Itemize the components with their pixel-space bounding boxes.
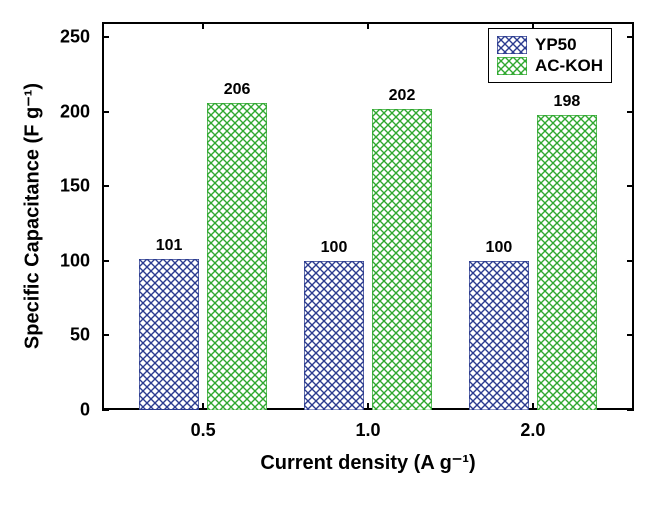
ytick-mark (102, 111, 109, 113)
legend-label: YP50 (535, 35, 577, 55)
bar-chart: Specific Capacitance (F g⁻¹) Current den… (0, 0, 666, 505)
ytick-label: 250 (60, 26, 90, 47)
ytick-mark (102, 409, 109, 411)
x-axis-label: Current density (A g⁻¹) (260, 450, 475, 475)
legend-item: YP50 (497, 35, 603, 55)
legend-label: AC-KOH (535, 56, 603, 76)
bar-value-label: 202 (389, 87, 416, 105)
ytick-mark (627, 36, 634, 38)
y-axis-label: Specific Capacitance (F g⁻¹) (20, 83, 45, 349)
bar-value-label: 100 (321, 239, 348, 257)
ytick-label: 200 (60, 101, 90, 122)
xtick-mark (202, 403, 204, 410)
xtick-mark (367, 22, 369, 29)
ytick-label: 100 (60, 250, 90, 271)
ytick-mark (627, 409, 634, 411)
xtick-label: 1.0 (355, 420, 380, 441)
bar (469, 261, 529, 410)
ytick-label: 0 (80, 400, 90, 421)
bar (372, 109, 432, 410)
ytick-label: 50 (70, 325, 90, 346)
legend-swatch (497, 57, 527, 75)
ytick-mark (102, 260, 109, 262)
ytick-mark (627, 185, 634, 187)
ytick-mark (627, 334, 634, 336)
xtick-label: 2.0 (520, 420, 545, 441)
xtick-mark (532, 403, 534, 410)
bar-value-label: 100 (486, 239, 513, 257)
legend: YP50 AC-KOH (488, 28, 612, 83)
ytick-mark (627, 260, 634, 262)
legend-swatch (497, 36, 527, 54)
legend-item: AC-KOH (497, 56, 603, 76)
ytick-mark (627, 111, 634, 113)
ytick-mark (102, 36, 109, 38)
bar (139, 259, 199, 410)
bar-value-label: 206 (224, 81, 251, 99)
ytick-mark (102, 185, 109, 187)
xtick-mark (202, 22, 204, 29)
ytick-label: 150 (60, 176, 90, 197)
xtick-mark (367, 403, 369, 410)
bar-value-label: 101 (156, 237, 183, 255)
bar (304, 261, 364, 410)
bar (207, 103, 267, 410)
bar-value-label: 198 (554, 93, 581, 111)
bar (537, 115, 597, 410)
ytick-mark (102, 334, 109, 336)
xtick-label: 0.5 (191, 420, 216, 441)
